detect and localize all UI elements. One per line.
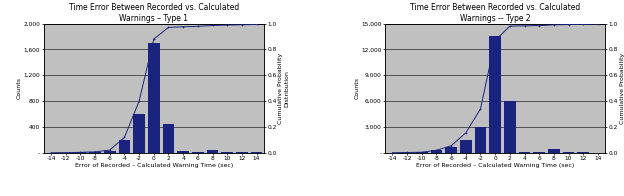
Bar	[74, 152, 86, 153]
Bar	[148, 43, 160, 153]
Bar	[207, 150, 218, 153]
Bar	[163, 124, 174, 153]
Bar	[563, 152, 575, 153]
Bar	[519, 152, 530, 153]
Bar	[177, 151, 189, 153]
Y-axis label: Counts: Counts	[17, 77, 22, 99]
Bar	[446, 147, 457, 153]
Y-axis label: Cumulative Probability
Distribution: Cumulative Probability Distribution	[278, 53, 289, 124]
Bar	[89, 152, 101, 153]
Bar	[534, 152, 545, 153]
X-axis label: Error of Recorded – Calculated Warning Time (sec): Error of Recorded – Calculated Warning T…	[416, 163, 574, 168]
Bar	[104, 151, 115, 153]
Bar	[134, 114, 145, 153]
Bar	[431, 150, 442, 153]
Bar	[45, 152, 57, 153]
Bar	[475, 127, 486, 153]
Bar	[192, 152, 203, 153]
Title: Time Error Between Recorded vs. Calculated
Warnings -- Type 2: Time Error Between Recorded vs. Calculat…	[410, 3, 580, 23]
Bar	[416, 152, 427, 153]
Bar	[460, 140, 472, 153]
Bar	[577, 152, 589, 153]
Bar	[236, 152, 248, 153]
Bar	[60, 152, 72, 153]
Y-axis label: Counts: Counts	[354, 77, 359, 99]
Bar	[504, 101, 515, 153]
X-axis label: Error of Recorded – Calculated Warning Time (sec): Error of Recorded – Calculated Warning T…	[75, 163, 233, 168]
Bar	[548, 149, 560, 153]
Title: Time Error Between Recorded vs. Calculated
Warnings – Type 1: Time Error Between Recorded vs. Calculat…	[69, 3, 239, 23]
Bar	[489, 36, 501, 153]
Bar	[222, 152, 233, 153]
Y-axis label: Cumulative Probability
Distribution: Cumulative Probability Distribution	[620, 53, 624, 124]
Bar	[119, 140, 130, 153]
Bar	[251, 152, 263, 153]
